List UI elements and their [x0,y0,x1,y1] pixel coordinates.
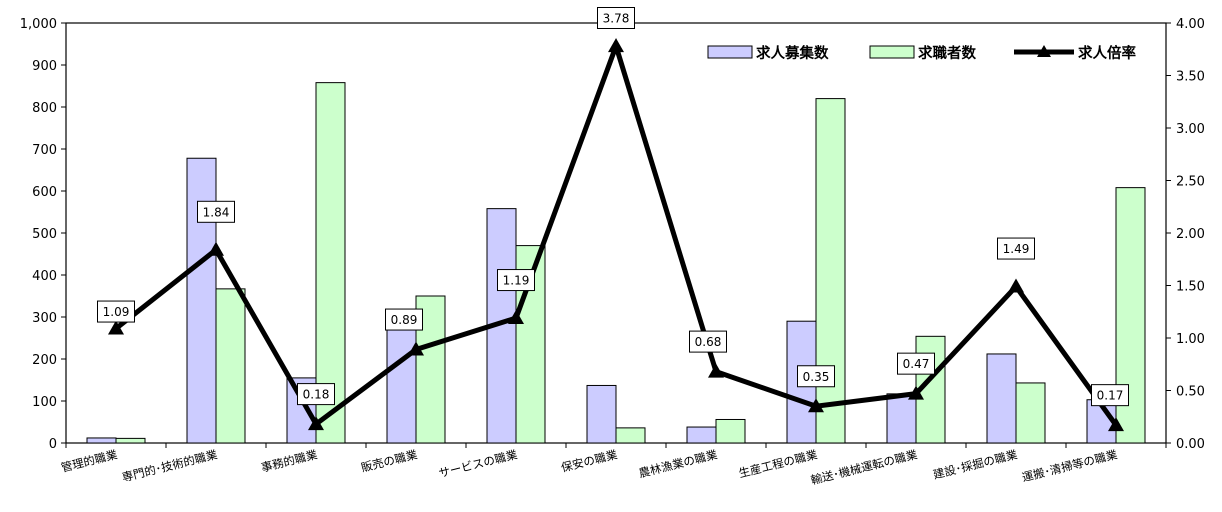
bar-job-openings [986,353,1017,444]
right-axis-tick-label: 1.50 [1176,280,1205,295]
ratio-data-label-box [297,383,335,406]
ratio-marker [108,320,124,335]
data-labels: 1.09 1.84 0.18 0.89 1.19 3.78 0.68 0.35 0.47 1.49… [97,7,1129,407]
right-axis-tick-label: 2.50 [1176,175,1205,190]
bar-job-seekers [715,418,746,444]
legend: 求人募集数 求職者数 求人倍率 [707,44,1136,62]
left-axis-tick-label: 100 [32,395,57,410]
category-label: 保安の職業 [560,447,620,475]
category-labels: 管理的職業 専門的･技術的職業 事務的職業 販売の職業 サービスの職業 保安の職業 農林漁業… [60,447,1120,487]
right-axis-tick-label: 0.50 [1176,385,1205,400]
ratio-marker [808,398,824,413]
left-axis-tick-label: 400 [32,269,57,284]
ratio-data-label-box [1091,384,1129,407]
legend-label-ratio: 求人倍率 [1078,44,1136,62]
ratio-line [114,38,1119,428]
ratio-marker [308,416,324,431]
bar-job-seekers [815,98,846,444]
right-axis-tick-label: 0.00 [1176,437,1205,452]
ratio-marker [908,385,924,400]
bar-job-openings [886,393,917,444]
legend-swatch-job-seekers [869,45,915,59]
ratio-line-group [108,38,1124,432]
right-axis-tick-label: 2.00 [1176,227,1205,242]
ratio-data-label: 0.47 [903,357,930,371]
bar-job-seekers [215,288,246,444]
left-axis-tick-label: 800 [32,101,57,116]
ratio-marker [408,341,424,356]
axes: 0 100 200 300 400 500 600 700 800 900 1,000 0.00 0.5… [20,17,1205,452]
left-axis-tick-label: 600 [32,185,57,200]
ratio-data-label-box [797,365,835,388]
left-axis-tick-label: 300 [32,311,57,326]
ratio-data-label-box [997,237,1035,260]
left-axis-tick-label: 1,000 [20,17,57,32]
legend-swatch-job-openings [707,45,753,59]
category-label: 生産工程の職業 [737,447,819,480]
ratio-data-label-box [689,330,727,353]
category-label: 専門的･技術的職業 [120,447,219,484]
legend-label-job-openings: 求人募集数 [756,44,829,62]
right-axis-tick-label: 1.00 [1176,332,1205,347]
category-label: 建設･採掘の職業 [932,447,1020,482]
ratio-marker [508,310,524,325]
left-axis-tick-label: 0 [49,437,57,452]
ratio-data-label: 0.35 [803,370,830,384]
left-axis-tick-label: 500 [32,227,57,242]
ratio-data-label-box [897,352,935,375]
bars [86,82,1146,444]
right-axis-tick-label: 3.00 [1176,122,1205,137]
category-label: 農林漁業の職業 [637,447,719,480]
bar-job-seekers [315,82,346,444]
right-axis-tick-label: 4.00 [1176,17,1205,32]
bar-job-openings [586,384,617,444]
ratio-data-label: 3.78 [603,12,630,26]
ratio-data-label: 0.89 [391,313,418,327]
bar-job-openings [86,437,117,444]
left-axis-tick-label: 900 [32,59,57,74]
category-label: 運搬･清掃等の職業 [1020,447,1119,484]
ratio-data-label: 0.68 [695,335,722,349]
ratio-data-label: 0.18 [303,388,330,402]
ratio-data-label-box [197,200,235,223]
category-label: 販売の職業 [360,447,420,475]
category-label: 輸送･機械運転の職業 [809,447,919,487]
ratio-data-label: 1.84 [203,205,230,219]
category-label: サービスの職業 [437,447,519,480]
ratio-data-label-box [385,308,423,331]
left-axis-tick-label: 700 [32,143,57,158]
ratio-data-label: 1.09 [103,305,130,319]
bar-job-openings [386,311,417,444]
legend-marker-ratio [1037,45,1051,57]
category-label: 管理的職業 [60,447,120,475]
ratio-marker [608,38,624,53]
ratio-marker [208,241,224,256]
ratio-data-label-box [597,7,635,29]
bar-job-seekers [115,437,146,444]
category-label: 事務的職業 [260,447,320,475]
ratio-marker [1108,417,1124,432]
ratio-marker [708,363,724,378]
right-axis-tick-label: 3.50 [1176,70,1205,85]
bar-job-openings [686,426,717,444]
ratio-data-label-box [97,300,135,323]
bar-job-seekers [615,427,646,444]
ratio-marker [1008,278,1024,293]
ratio-data-label: 1.19 [503,274,530,288]
left-axis-tick-label: 200 [32,353,57,368]
ratio-data-label: 1.49 [1003,242,1030,256]
bar-job-seekers [1015,382,1046,444]
ratio-data-label: 0.17 [1097,389,1124,403]
ratio-data-label-box [497,269,535,292]
legend-label-job-seekers: 求職者数 [918,44,976,62]
